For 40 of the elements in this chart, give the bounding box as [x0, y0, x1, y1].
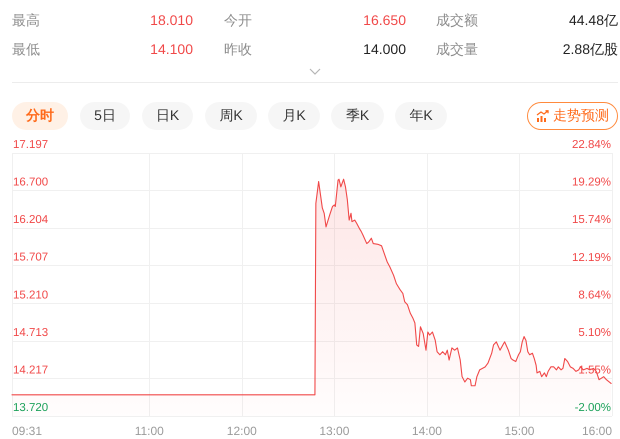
y2-tick-label: 22.84% — [572, 139, 611, 151]
text: 成交量 — [436, 40, 478, 58]
y-tick-label: 14.217 — [13, 364, 48, 376]
text: 16.650 — [363, 11, 406, 29]
y2-tick-label: 5.10% — [578, 326, 611, 339]
text: 最高 — [12, 11, 40, 29]
y-tick-label: 16.204 — [13, 214, 49, 226]
y2-tick-label: 15.74% — [572, 214, 611, 226]
tab-button[interactable]: 日K — [142, 102, 193, 130]
x-tick-label: 12:00 — [226, 424, 258, 438]
y-tick-label: 15.707 — [13, 252, 48, 264]
x-tick-label: 09:31 — [12, 424, 42, 438]
y2-tick-label: -2.00% — [574, 402, 611, 414]
text: 成交额 — [436, 11, 478, 29]
text: 18.010 — [150, 11, 193, 29]
y2-tick-label: 19.29% — [572, 176, 611, 189]
tab-button[interactable]: 5日 — [80, 102, 130, 130]
text: 今开 — [224, 11, 252, 29]
y-tick-label: 16.700 — [13, 176, 48, 189]
x-tick-label: 15:00 — [504, 424, 535, 438]
text: 14.000 — [363, 40, 406, 58]
tab-button[interactable]: 周K — [205, 102, 257, 130]
x-tick-label: 13:00 — [319, 424, 350, 438]
text: 2.88亿股 — [562, 40, 618, 58]
x-tick-label: 11:00 — [134, 424, 164, 438]
text: 44.48亿 — [568, 11, 618, 29]
x-tick-label: 16:00 — [582, 424, 612, 438]
y2-tick-label: 8.64% — [578, 289, 611, 302]
text: 昨收 — [224, 40, 252, 58]
y-tick-label: 14.713 — [13, 326, 48, 339]
x-tick-label: 14:00 — [412, 424, 442, 438]
y2-tick-label: 12.19% — [572, 252, 611, 264]
text: 14.100 — [150, 40, 193, 58]
tab-button[interactable]: 季K — [331, 102, 384, 130]
y-tick-label: 13.720 — [13, 402, 48, 414]
y-tick-label: 15.210 — [13, 289, 48, 302]
tab-button[interactable]: 年K — [395, 102, 447, 130]
text: 最低 — [12, 40, 40, 58]
y-tick-label: 17.197 — [13, 139, 48, 151]
tab-button[interactable]: 月K — [268, 102, 320, 130]
